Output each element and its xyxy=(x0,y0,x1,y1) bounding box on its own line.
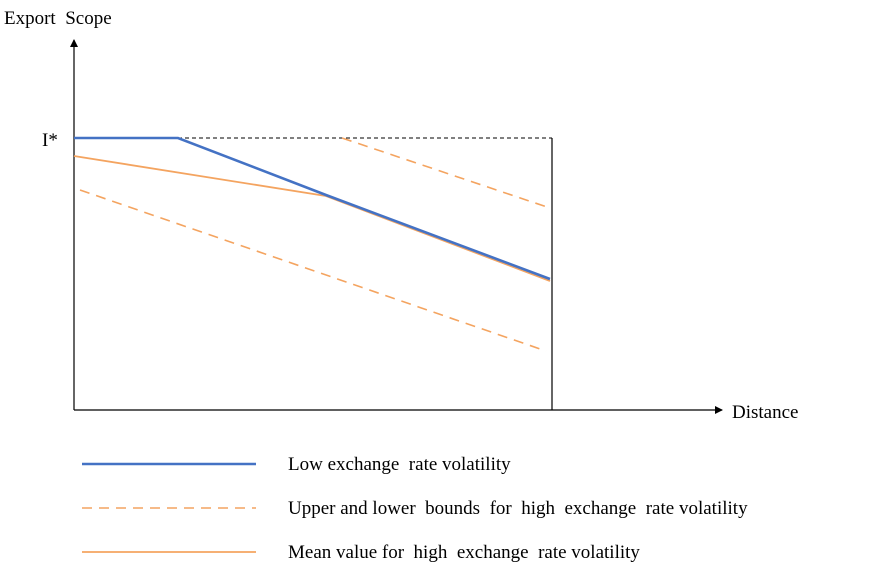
upper-bound-line xyxy=(341,137,551,209)
threshold-label: I* xyxy=(42,130,58,151)
low-volatility-line xyxy=(74,136,551,281)
legend-item-low-volatility: Low exchange rate volatility xyxy=(82,454,511,475)
legend-label: Low exchange rate volatility xyxy=(288,454,511,475)
x-axis-label: Distance xyxy=(732,402,798,423)
legend-item-bounds: Upper and lower bounds for high exchange… xyxy=(82,498,748,519)
legend-label: Upper and lower bounds for high exchange… xyxy=(288,498,748,519)
y-axis-label: Export Scope xyxy=(4,8,112,29)
lower-bound-line xyxy=(79,189,547,352)
legend-label: Mean value for high exchange rate volati… xyxy=(288,542,640,563)
mean-value-line xyxy=(73,155,551,282)
legend-item-mean: Mean value for high exchange rate volati… xyxy=(82,542,640,563)
legend: Low exchange rate volatility Upper and l… xyxy=(82,454,748,563)
